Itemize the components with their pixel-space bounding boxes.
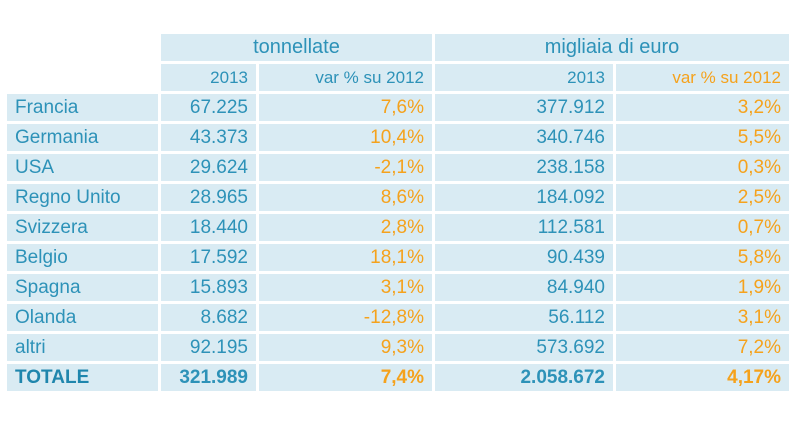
- country-cell: Svizzera: [7, 214, 158, 241]
- table-row: altri 92.195 9,3% 573.692 7,2%: [7, 334, 789, 361]
- euro-var-cell: 5,8%: [616, 244, 789, 271]
- euro-var-cell: 1,9%: [616, 274, 789, 301]
- total-row: TOTALE 321.989 7,4% 2.058.672 4,17%: [7, 364, 789, 391]
- header-euro-var: var % su 2012: [616, 64, 789, 91]
- euro-cell: 112.581: [435, 214, 613, 241]
- tonnes-var-cell: 7,6%: [259, 94, 432, 121]
- table-row: Svizzera 18.440 2,8% 112.581 0,7%: [7, 214, 789, 241]
- corner-cell: [7, 64, 158, 91]
- tonnes-cell: 18.440: [161, 214, 256, 241]
- tonnes-var-cell: 18,1%: [259, 244, 432, 271]
- tonnes-var-cell: 10,4%: [259, 124, 432, 151]
- country-cell: Germania: [7, 124, 158, 151]
- euro-cell: 377.912: [435, 94, 613, 121]
- tonnes-cell: 8.682: [161, 304, 256, 331]
- country-cell: Belgio: [7, 244, 158, 271]
- total-euro-var: 4,17%: [616, 364, 789, 391]
- table-row: Spagna 15.893 3,1% 84.940 1,9%: [7, 274, 789, 301]
- euro-cell: 573.692: [435, 334, 613, 361]
- euro-cell: 56.112: [435, 304, 613, 331]
- total-label: TOTALE: [7, 364, 158, 391]
- total-tonnes: 321.989: [161, 364, 256, 391]
- table-row: USA 29.624 -2,1% 238.158 0,3%: [7, 154, 789, 181]
- euro-cell: 238.158: [435, 154, 613, 181]
- tonnes-var-cell: 9,3%: [259, 334, 432, 361]
- country-cell: USA: [7, 154, 158, 181]
- tonnes-cell: 17.592: [161, 244, 256, 271]
- country-cell: Francia: [7, 94, 158, 121]
- euro-var-cell: 0,3%: [616, 154, 789, 181]
- tonnes-cell: 15.893: [161, 274, 256, 301]
- tonnes-cell: 67.225: [161, 94, 256, 121]
- tonnes-var-cell: -12,8%: [259, 304, 432, 331]
- euro-var-cell: 3,1%: [616, 304, 789, 331]
- euro-cell: 84.940: [435, 274, 613, 301]
- sub-header-row: 2013 var % su 2012 2013 var % su 2012: [7, 64, 789, 91]
- euro-var-cell: 5,5%: [616, 124, 789, 151]
- euro-var-cell: 0,7%: [616, 214, 789, 241]
- table-row: Germania 43.373 10,4% 340.746 5,5%: [7, 124, 789, 151]
- group-header-row: tonnellate migliaia di euro: [7, 34, 789, 61]
- table-row: Olanda 8.682 -12,8% 56.112 3,1%: [7, 304, 789, 331]
- country-cell: Olanda: [7, 304, 158, 331]
- euro-var-cell: 7,2%: [616, 334, 789, 361]
- tonnes-cell: 43.373: [161, 124, 256, 151]
- country-cell: Spagna: [7, 274, 158, 301]
- country-cell: altri: [7, 334, 158, 361]
- total-euro: 2.058.672: [435, 364, 613, 391]
- tonnes-var-cell: -2,1%: [259, 154, 432, 181]
- euro-cell: 184.092: [435, 184, 613, 211]
- header-tonnes-var: var % su 2012: [259, 64, 432, 91]
- tonnes-var-cell: 2,8%: [259, 214, 432, 241]
- export-table: tonnellate migliaia di euro 2013 var % s…: [4, 31, 792, 394]
- euro-var-cell: 3,2%: [616, 94, 789, 121]
- table-row: Regno Unito 28.965 8,6% 184.092 2,5%: [7, 184, 789, 211]
- country-cell: Regno Unito: [7, 184, 158, 211]
- table-row: Belgio 17.592 18,1% 90.439 5,8%: [7, 244, 789, 271]
- header-tonnes-year: 2013: [161, 64, 256, 91]
- tonnes-cell: 92.195: [161, 334, 256, 361]
- tonnes-cell: 29.624: [161, 154, 256, 181]
- tonnes-var-cell: 8,6%: [259, 184, 432, 211]
- tonnes-cell: 28.965: [161, 184, 256, 211]
- tonnes-var-cell: 3,1%: [259, 274, 432, 301]
- total-tonnes-var: 7,4%: [259, 364, 432, 391]
- table-row: Francia 67.225 7,6% 377.912 3,2%: [7, 94, 789, 121]
- euro-var-cell: 2,5%: [616, 184, 789, 211]
- euro-cell: 90.439: [435, 244, 613, 271]
- group-header-tonnes: tonnellate: [161, 34, 432, 61]
- header-euro-year: 2013: [435, 64, 613, 91]
- corner-cell: [7, 34, 158, 61]
- euro-cell: 340.746: [435, 124, 613, 151]
- group-header-euro: migliaia di euro: [435, 34, 789, 61]
